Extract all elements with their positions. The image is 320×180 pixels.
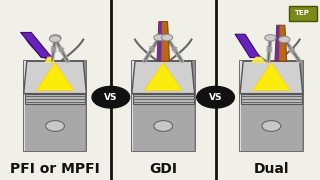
FancyBboxPatch shape — [24, 61, 29, 151]
FancyBboxPatch shape — [289, 6, 316, 21]
FancyBboxPatch shape — [132, 61, 137, 151]
Circle shape — [265, 35, 276, 41]
Polygon shape — [275, 25, 280, 61]
Polygon shape — [275, 25, 287, 61]
Text: VS: VS — [104, 93, 118, 102]
Polygon shape — [157, 22, 170, 61]
Text: GDI: GDI — [149, 162, 177, 176]
Text: TEP: TEP — [295, 10, 310, 16]
FancyBboxPatch shape — [132, 61, 195, 151]
Polygon shape — [132, 61, 195, 94]
FancyBboxPatch shape — [24, 61, 86, 151]
Circle shape — [50, 35, 61, 41]
FancyBboxPatch shape — [133, 104, 194, 151]
Circle shape — [92, 86, 130, 108]
Polygon shape — [24, 61, 86, 94]
FancyBboxPatch shape — [240, 61, 245, 151]
Polygon shape — [241, 94, 302, 104]
Polygon shape — [20, 32, 52, 58]
Circle shape — [262, 121, 281, 131]
Circle shape — [197, 86, 234, 108]
Polygon shape — [133, 94, 194, 104]
Polygon shape — [44, 57, 55, 63]
FancyBboxPatch shape — [25, 104, 85, 151]
Circle shape — [154, 121, 172, 131]
Circle shape — [154, 34, 165, 41]
Polygon shape — [144, 63, 182, 90]
FancyBboxPatch shape — [189, 61, 195, 151]
Polygon shape — [240, 61, 303, 94]
Circle shape — [49, 36, 60, 42]
Polygon shape — [252, 63, 290, 90]
FancyBboxPatch shape — [298, 61, 303, 151]
FancyBboxPatch shape — [240, 61, 303, 151]
Text: Dual: Dual — [254, 162, 289, 176]
Text: PFI or MPFI: PFI or MPFI — [10, 162, 100, 176]
Text: VS: VS — [209, 93, 222, 102]
Polygon shape — [235, 34, 260, 58]
Circle shape — [279, 36, 290, 43]
FancyBboxPatch shape — [241, 104, 302, 151]
Polygon shape — [251, 57, 266, 63]
Circle shape — [46, 121, 64, 131]
Polygon shape — [25, 94, 85, 104]
Polygon shape — [157, 22, 162, 61]
FancyBboxPatch shape — [81, 61, 86, 151]
Polygon shape — [36, 63, 74, 90]
Circle shape — [161, 34, 173, 41]
